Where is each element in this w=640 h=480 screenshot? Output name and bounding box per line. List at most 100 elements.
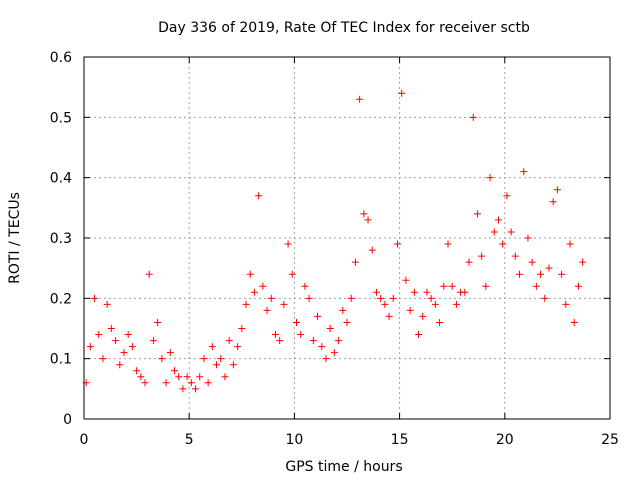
- data-point: [532, 282, 540, 290]
- x-tick-label: 0: [80, 432, 89, 448]
- data-point: [91, 294, 99, 302]
- x-tick-label: 10: [285, 432, 303, 448]
- data-point: [267, 294, 275, 302]
- data-point: [579, 258, 587, 266]
- data-point: [385, 312, 393, 320]
- data-point: [431, 300, 439, 308]
- data-point: [335, 337, 343, 345]
- data-point: [213, 361, 221, 369]
- data-point: [520, 168, 528, 176]
- chart-title: Day 336 of 2019, Rate Of TEC Index for r…: [158, 20, 530, 36]
- data-point: [322, 355, 330, 363]
- data-point: [301, 282, 309, 290]
- data-point: [276, 337, 284, 345]
- data-point: [128, 343, 136, 351]
- data-point: [196, 373, 204, 381]
- data-point: [574, 282, 582, 290]
- data-point: [541, 294, 549, 302]
- data-point: [162, 379, 170, 387]
- data-points: [82, 89, 587, 393]
- data-point: [208, 343, 216, 351]
- data-point: [175, 373, 183, 381]
- data-point: [107, 325, 115, 332]
- data-point: [305, 294, 313, 302]
- data-point: [259, 282, 267, 290]
- data-point: [528, 258, 536, 266]
- data-point: [516, 270, 524, 278]
- tick-labels: 0 0.1 0.2 0.3 0.4 0.5 0.6 0 5 10 15 20 25: [50, 50, 619, 448]
- data-point: [490, 228, 498, 236]
- data-point: [511, 252, 519, 260]
- data-point: [339, 306, 347, 314]
- data-point: [507, 228, 515, 236]
- data-point: [440, 282, 448, 290]
- data-point: [469, 113, 477, 121]
- data-point: [149, 337, 157, 345]
- data-point: [200, 355, 208, 363]
- data-point: [284, 240, 292, 248]
- data-point: [448, 282, 456, 290]
- data-point: [381, 300, 389, 308]
- data-point: [314, 312, 322, 320]
- data-point: [229, 361, 237, 369]
- data-point: [141, 379, 149, 387]
- data-point: [423, 288, 431, 296]
- data-point: [309, 337, 317, 345]
- data-point: [86, 343, 94, 351]
- data-point: [377, 294, 385, 302]
- data-point: [221, 373, 229, 381]
- data-point: [452, 300, 460, 308]
- data-point: [562, 300, 570, 308]
- data-point: [297, 331, 305, 339]
- data-point: [204, 379, 212, 387]
- data-point: [415, 331, 423, 339]
- data-point: [524, 234, 532, 242]
- data-point: [187, 379, 195, 387]
- data-point: [271, 331, 279, 339]
- y-tick-label: 0.1: [50, 352, 72, 368]
- data-point: [242, 300, 250, 308]
- data-point: [419, 312, 427, 320]
- data-point: [166, 349, 174, 357]
- data-point: [255, 192, 263, 200]
- data-point: [444, 240, 452, 248]
- data-point: [103, 300, 111, 308]
- data-point: [280, 300, 288, 308]
- y-tick-label: 0.5: [50, 110, 72, 126]
- data-point: [558, 270, 566, 278]
- x-tick-label: 25: [601, 432, 619, 448]
- data-point: [288, 270, 296, 278]
- y-axis-label: ROTI / TECUs: [7, 192, 23, 284]
- y-tick-label: 0.2: [50, 291, 72, 307]
- data-point: [99, 355, 107, 363]
- data-point: [246, 270, 254, 278]
- data-point: [499, 240, 507, 248]
- data-point: [364, 216, 372, 224]
- data-point: [486, 174, 494, 182]
- data-point: [179, 385, 187, 393]
- data-point: [238, 325, 246, 332]
- data-point: [398, 89, 406, 97]
- data-point: [473, 210, 481, 218]
- data-point: [553, 186, 561, 194]
- data-point: [406, 306, 414, 314]
- data-point: [330, 349, 338, 357]
- data-point: [427, 294, 435, 302]
- data-point: [318, 343, 326, 351]
- data-point: [503, 192, 511, 200]
- data-point: [183, 373, 191, 381]
- data-point: [116, 361, 124, 369]
- data-point: [372, 288, 380, 296]
- data-point: [356, 95, 364, 103]
- y-tick-label: 0.6: [50, 50, 72, 66]
- data-point: [192, 385, 200, 393]
- data-point: [217, 355, 225, 363]
- x-tick-label: 5: [185, 432, 194, 448]
- data-point: [293, 318, 301, 326]
- data-point: [225, 337, 233, 345]
- data-point: [368, 246, 376, 254]
- data-point: [137, 373, 145, 381]
- data-point: [465, 258, 473, 266]
- data-point: [494, 216, 502, 224]
